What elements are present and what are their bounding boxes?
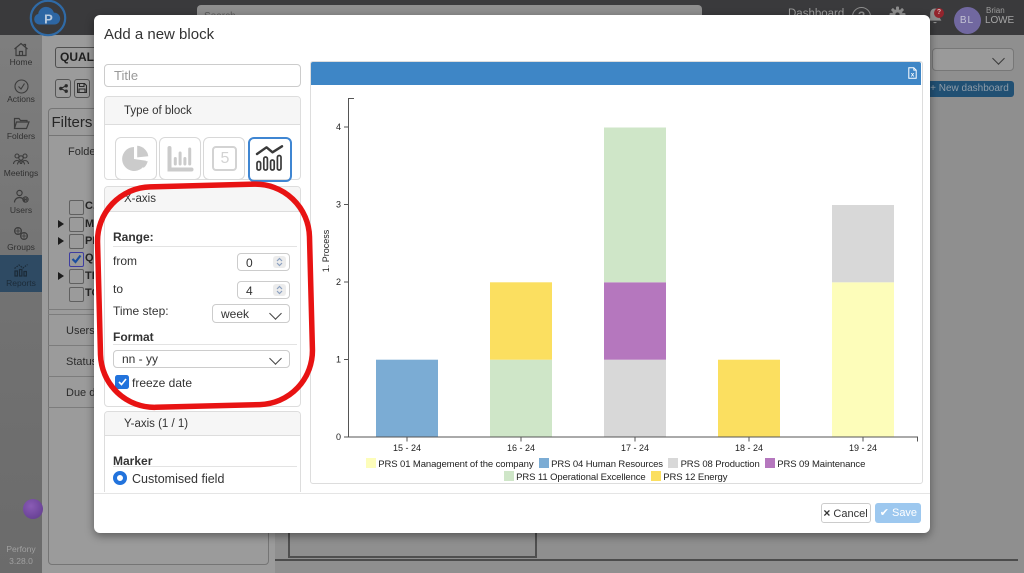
svg-text:P: P	[44, 12, 53, 27]
svg-text:15 - 24: 15 - 24	[393, 443, 421, 453]
svg-text:x: x	[910, 73, 914, 79]
svg-text:19 - 24: 19 - 24	[849, 443, 877, 453]
svg-text:4: 4	[336, 122, 341, 132]
svg-text:3: 3	[336, 199, 341, 209]
svg-text:17 - 24: 17 - 24	[621, 443, 649, 453]
svg-text:1. Process: 1. Process	[321, 229, 331, 272]
svg-text:0: 0	[336, 432, 341, 442]
svg-text:16 - 24: 16 - 24	[507, 443, 535, 453]
svg-text:2: 2	[336, 277, 341, 287]
svg-text:1: 1	[336, 354, 341, 364]
svg-text:18 - 24: 18 - 24	[735, 443, 763, 453]
